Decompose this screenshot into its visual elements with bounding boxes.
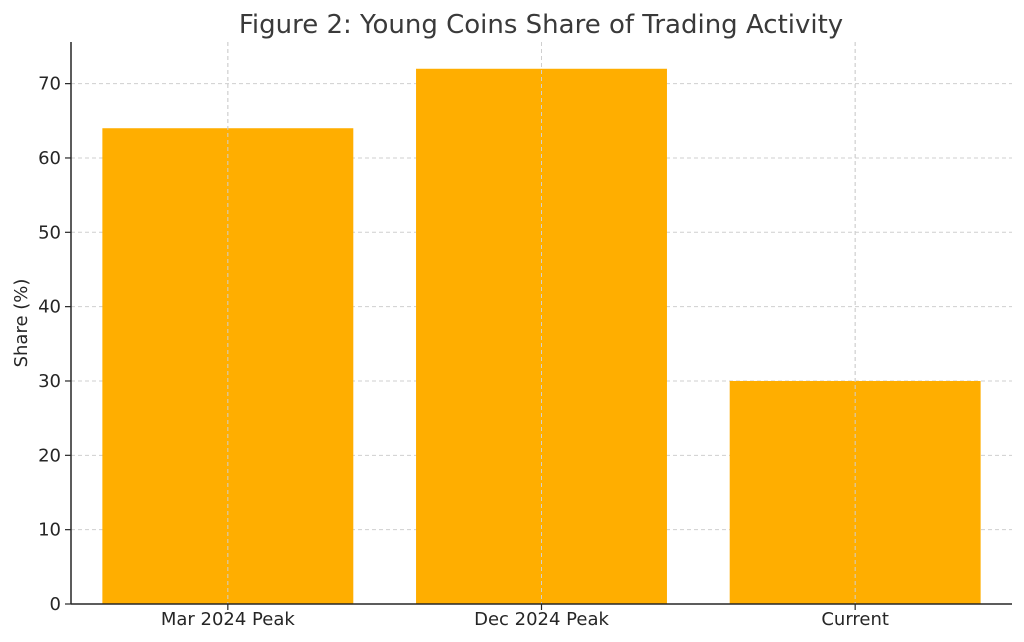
y-tick-label: 50 [38, 222, 61, 243]
y-tick-label: 70 [38, 74, 61, 95]
y-tick-label: 30 [38, 371, 61, 392]
y-tick-label: 60 [38, 148, 61, 169]
x-tick-label: Mar 2024 Peak [161, 609, 296, 630]
y-axis-label: Share (%) [11, 279, 32, 368]
chart-title: Figure 2: Young Coins Share of Trading A… [239, 10, 843, 40]
y-tick-label: 0 [50, 594, 61, 615]
y-tick-label: 40 [38, 297, 61, 318]
ticks-layer: 0 10 20 30 40 50 60 70 Mar 2024 Peak Dec 2024 Pea… [38, 74, 889, 630]
y-tick-label: 20 [38, 445, 61, 466]
bars-layer [102, 42, 981, 605]
y-tick-label: 10 [38, 520, 61, 541]
x-tick-label: Current [821, 609, 889, 630]
x-tick-label: Dec 2024 Peak [474, 609, 609, 630]
